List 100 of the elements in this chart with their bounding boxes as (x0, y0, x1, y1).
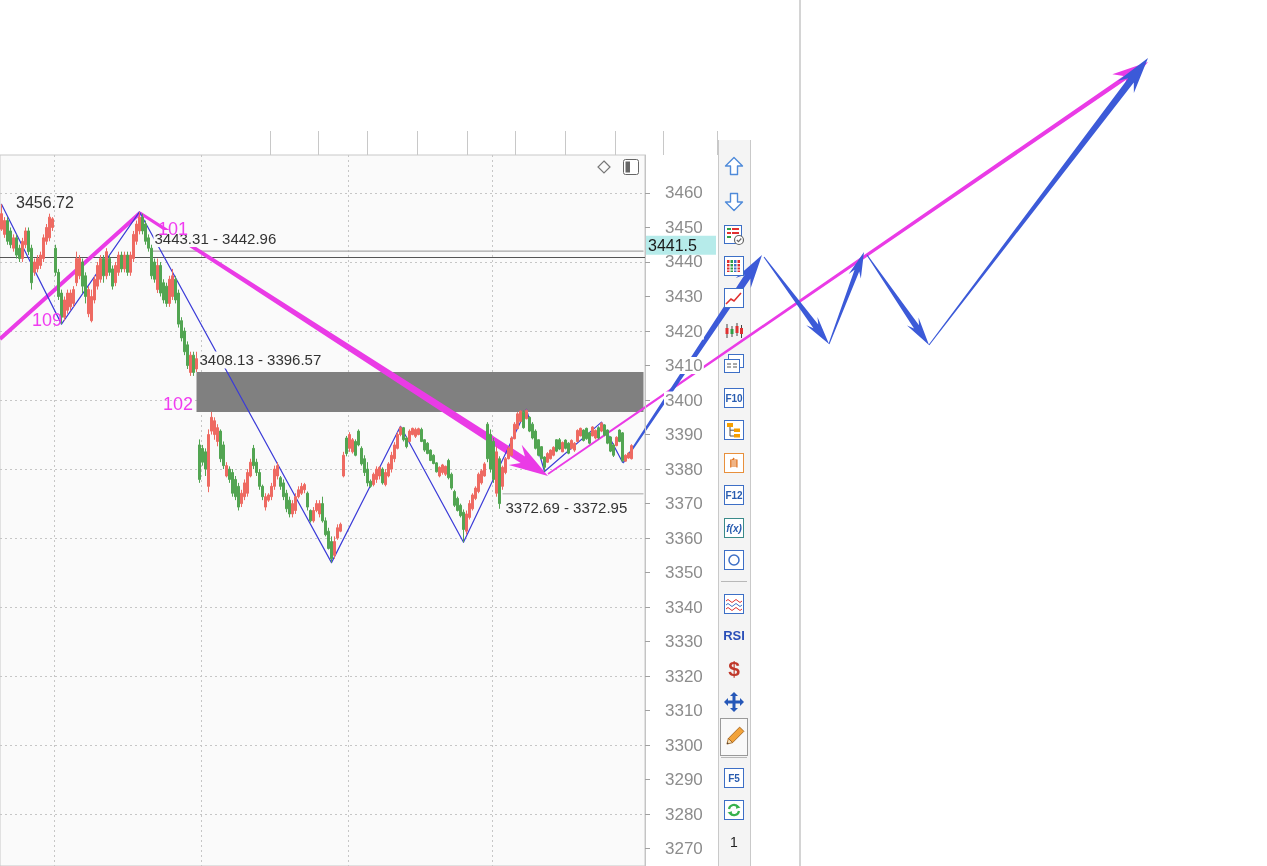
candlestick (597, 425, 600, 440)
candlestick (189, 351, 192, 377)
candlestick (36, 254, 39, 273)
y-tick-label: 3410 (665, 356, 703, 376)
candlestick (555, 438, 558, 453)
text: $ (727, 657, 741, 681)
candlestick (123, 251, 126, 273)
y-tick-label: 3370 (665, 494, 703, 514)
candlestick (498, 455, 501, 510)
candlestick (615, 435, 618, 447)
y-tick-label: 3420 (665, 321, 703, 341)
candlestick (348, 431, 351, 453)
annotation: 102 (163, 394, 194, 414)
annotation: 3456.72 (16, 193, 74, 211)
candlestick (522, 409, 525, 430)
y-tick-label: 3440 (665, 252, 703, 272)
candlestick (582, 428, 585, 442)
candlestick (525, 408, 528, 420)
candlestick (345, 435, 348, 457)
candlestick (438, 465, 441, 478)
y-tick-label: 3340 (665, 597, 703, 617)
y-tick-label: 3350 (665, 563, 703, 583)
annotation: 109 (32, 310, 63, 330)
candlestick (576, 428, 579, 443)
y-tick-label: 3380 (665, 459, 703, 479)
band-label: 3408.13 - 3396.57 (199, 351, 322, 369)
candlestick (105, 247, 108, 280)
candlestick (15, 233, 18, 260)
candlestick (558, 437, 561, 451)
candlestick (414, 427, 417, 439)
candlestick (408, 428, 411, 443)
candlestick (561, 440, 564, 453)
y-tick-label: 3460 (665, 183, 703, 203)
candlestick (378, 465, 381, 480)
band-label: 3372.69 - 3372.95 (505, 498, 628, 516)
y-tick-label: 3430 (665, 287, 703, 307)
candlestick (198, 438, 201, 484)
candlestick (594, 428, 597, 440)
y-tick-label: 3280 (665, 804, 703, 824)
candlestick (564, 438, 567, 450)
candlestick (69, 289, 72, 311)
candlestick (381, 466, 384, 486)
candlestick (630, 443, 633, 460)
candlestick (342, 451, 345, 478)
y-tick-label: 3320 (665, 666, 703, 686)
candlestick (573, 441, 576, 453)
candlestick (621, 431, 624, 463)
candlestick (264, 492, 267, 511)
candlestick (600, 421, 603, 433)
button: F12 (724, 485, 744, 505)
candlestick (75, 251, 78, 287)
candlestick (417, 427, 420, 436)
button: F10 (724, 388, 744, 408)
y-tick-label: 3400 (665, 390, 703, 410)
candlestick (552, 445, 555, 457)
y-tick-label: 3390 (665, 425, 703, 445)
text: RSI (722, 626, 746, 645)
candlestick (567, 441, 570, 455)
candlestick (318, 499, 321, 518)
candlestick (120, 251, 123, 273)
candlestick (48, 213, 51, 242)
button: f(x) (724, 518, 744, 538)
candlestick (156, 258, 159, 294)
candlestick (549, 448, 552, 460)
candlestick (231, 468, 234, 498)
candlestick (375, 465, 378, 484)
candlestick (453, 489, 456, 508)
candlestick (591, 425, 594, 437)
candlestick (33, 258, 36, 277)
candlestick (165, 282, 168, 308)
y-tick-label: 3330 (665, 632, 703, 652)
candlestick (588, 431, 591, 445)
y-tick-label: 3310 (665, 701, 703, 721)
candlestick (6, 216, 9, 246)
candlestick (462, 508, 465, 543)
y-tick-label: 3300 (665, 735, 703, 755)
candlestick (192, 351, 195, 377)
y-tick-label: 3450 (665, 217, 703, 237)
y-tick-label: 3360 (665, 528, 703, 548)
candlestick (225, 461, 228, 478)
button: 自 (724, 453, 744, 473)
candlestick (102, 254, 105, 284)
candlestick (195, 351, 198, 373)
text: 1 (729, 833, 739, 852)
y-tick-label: 3270 (665, 839, 703, 859)
candlestick (300, 482, 303, 496)
candlestick (72, 285, 75, 308)
ref-line-label: 3441.5 (648, 237, 698, 255)
candlestick (624, 453, 627, 463)
candlestick (303, 482, 306, 494)
candlestick (495, 445, 498, 498)
candlestick (12, 233, 15, 253)
y-tick-label: 3290 (665, 770, 703, 790)
button: F5 (724, 768, 744, 788)
candlestick (444, 465, 447, 477)
candlestick (204, 447, 207, 477)
candlestick (585, 427, 588, 441)
candlestick (441, 463, 444, 476)
candlestick (87, 285, 90, 318)
candlestick (126, 251, 129, 277)
